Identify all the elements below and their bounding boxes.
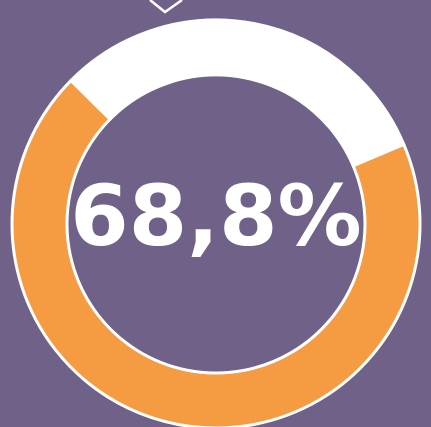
pointer-decoration [149,0,183,14]
donut-segment [68,18,406,168]
donut-segment [10,78,422,427]
ring [10,18,422,427]
center-label: 68,8% [70,167,361,265]
